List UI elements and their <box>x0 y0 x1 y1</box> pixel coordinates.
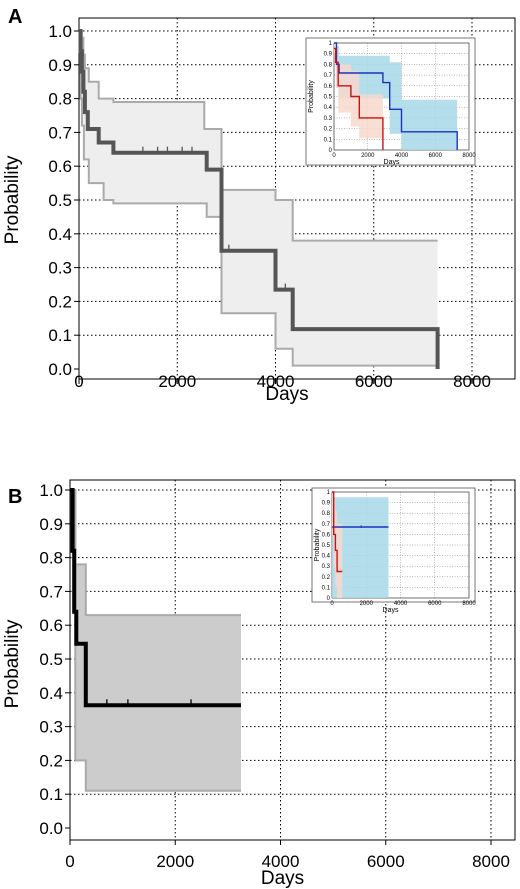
y-tick-label: 0.4 <box>39 684 63 703</box>
inset-y-tick-label: 0.4 <box>324 105 333 111</box>
inset-y-tick-label: 0.1 <box>324 137 333 143</box>
inset-x-tick-label: 4000 <box>394 601 408 607</box>
inset-y-tick-label: 0.3 <box>324 116 333 122</box>
panel-a: A 0.0 0.1 0.2 0.3 0.4 0.5 0.6 0.7 0.8 0.9 1.0 0 2000 4… <box>2 6 516 405</box>
y-axis-title: Probability <box>2 155 23 244</box>
survival-curve <box>78 29 440 369</box>
y-tick-label: 0.7 <box>48 123 72 142</box>
inset-y-axis-title: Probability <box>314 528 321 561</box>
inset-confidence-band <box>334 43 383 139</box>
inset-confidence-band <box>332 497 389 598</box>
inset-confidence-band <box>334 43 458 150</box>
upper-bound-line <box>79 30 438 242</box>
y-tick-label: 0.7 <box>39 582 63 601</box>
lower-bound-line <box>79 30 439 369</box>
inset-x-axis-title: Days <box>384 159 400 166</box>
x-tick-label: 4000 <box>257 372 295 391</box>
x-tick-label: 4000 <box>262 852 300 871</box>
inset-survival-curve <box>334 47 384 150</box>
y-tick-label: 0.3 <box>39 718 63 737</box>
y-tick-label: 1.0 <box>39 481 63 500</box>
y-tick-label: 0.9 <box>39 515 63 534</box>
inset-y-tick-label: 0.8 <box>322 511 331 517</box>
inset-y-tick-label: 0.7 <box>324 73 333 79</box>
y-tick-label: 0.8 <box>39 549 63 568</box>
inset-y-tick-label: 0.8 <box>324 62 333 68</box>
y-tick-label: 0.4 <box>48 225 72 244</box>
inset-y-tick-label: 0.5 <box>322 543 331 549</box>
inset-y-tick-label: 0.2 <box>324 127 333 133</box>
inset-y-tick-label: 0 <box>327 596 331 602</box>
inset-survival-curve <box>334 42 458 150</box>
inset-y-tick-label: 0.2 <box>322 575 331 581</box>
inset-y-tick-label: 0.9 <box>324 52 333 58</box>
panel-label: A <box>8 6 22 28</box>
inset-x-tick-label: 2000 <box>360 601 374 607</box>
x-axis-title: Days <box>265 384 308 405</box>
inset-y-tick-label: 0 <box>329 148 333 154</box>
y-tick-label: 0.1 <box>39 785 63 804</box>
inset-y-tick-label: 0.5 <box>324 95 333 101</box>
x-axis-title: Days <box>261 868 304 889</box>
confidence-band <box>79 31 438 369</box>
confidence-band <box>70 490 241 791</box>
inset-y-tick-label: 0.1 <box>322 585 331 591</box>
inset-x-tick-label: 0 <box>330 601 334 607</box>
y-tick-label: 0.6 <box>39 616 63 635</box>
inset-y-tick-label: 0.6 <box>322 532 331 538</box>
inset-x-tick-label: 6000 <box>429 153 443 159</box>
y-tick-label: 0.6 <box>48 157 72 176</box>
inset-x-tick-label: 4000 <box>395 153 409 159</box>
x-tick-label: 2000 <box>158 372 196 391</box>
y-tick-label: 0.8 <box>48 90 72 109</box>
inset-y-tick-label: 0.7 <box>322 522 331 528</box>
y-tick-label: 0.0 <box>39 819 63 838</box>
x-tick-label: 6000 <box>355 372 393 391</box>
y-tick-label: 0.5 <box>48 191 72 210</box>
y-axis-title: Probability <box>2 619 23 708</box>
inset-chart: 0 0.1 0.2 0.3 0.4 0.5 0.6 0.7 0.8 0.9 1 0 2000 4000 60… <box>305 37 476 166</box>
inset-y-tick-label: 1 <box>327 490 331 496</box>
inset-y-tick-label: 0.3 <box>322 564 331 570</box>
x-tick-label: 6000 <box>367 852 405 871</box>
inset-survival-curve <box>332 491 343 573</box>
y-tick-label: 0.2 <box>39 751 63 770</box>
inset-y-tick-label: 0.9 <box>322 501 331 507</box>
axes: 0.0 0.1 0.2 0.3 0.4 0.5 0.6 0.7 0.8 0.9 1.0 0 2000 40… <box>2 481 510 889</box>
survival-curve <box>70 488 241 708</box>
panel-b: B 0.0 0.1 0.2 0.3 0.4 0.5 0.6 0.7 0.8 0.9 1.0 0 2000 4… <box>2 479 516 889</box>
y-tick-label: 0.3 <box>48 259 72 278</box>
inset-x-tick-label: 2000 <box>361 153 375 159</box>
inset-x-tick-label: 8000 <box>462 153 476 159</box>
x-tick-label: 8000 <box>472 852 510 871</box>
x-tick-label: 2000 <box>156 852 194 871</box>
x-tick-label: 0 <box>65 852 74 871</box>
y-tick-label: 1.0 <box>48 22 72 41</box>
inset-y-tick-label: 0.6 <box>324 84 333 90</box>
inset-x-tick-label: 8000 <box>462 601 476 607</box>
inset-chart: 0 0.1 0.2 0.3 0.4 0.5 0.6 0.7 0.8 0.9 1 0 2000 4000 60… <box>311 487 476 614</box>
y-tick-label: 0.5 <box>39 650 63 669</box>
x-tick-label: 0 <box>74 372 83 391</box>
panel-label: B <box>8 486 22 508</box>
inset-y-axis-title: Probability <box>308 80 315 113</box>
y-tick-label: 0.1 <box>48 326 72 345</box>
inset-y-tick-label: 0.4 <box>322 554 331 560</box>
y-tick-label: 0.2 <box>48 292 72 311</box>
axes: 0.0 0.1 0.2 0.3 0.4 0.5 0.6 0.7 0.8 0.9 1.0 0 2000 40… <box>2 22 491 405</box>
inset-x-tick-label: 6000 <box>428 601 442 607</box>
inset-y-tick-label: 1 <box>329 41 333 47</box>
inset-x-tick-label: 0 <box>332 153 336 159</box>
y-tick-label: 0.9 <box>48 56 72 75</box>
y-tick-label: 0.0 <box>48 360 72 379</box>
x-tick-label: 8000 <box>453 372 491 391</box>
inset-x-axis-title: Days <box>383 607 399 614</box>
